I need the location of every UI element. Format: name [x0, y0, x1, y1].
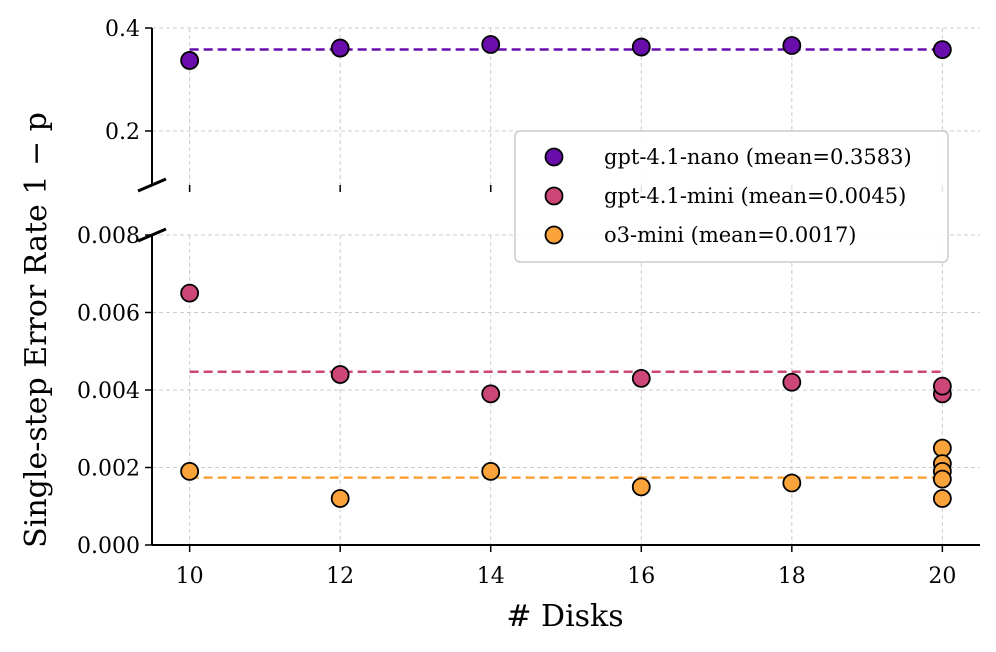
y-axis-label: Single-step Error Rate 1 − p	[19, 112, 54, 548]
data-point	[631, 368, 651, 388]
legend-box	[514, 130, 949, 263]
x-axis-label: # Disks	[506, 599, 623, 634]
data-point	[330, 365, 350, 384]
y-tick-label-upper: 0.2	[105, 120, 140, 145]
legend-label: o3-mini (mean=0.0017)	[604, 223, 857, 247]
data-point	[932, 469, 952, 489]
data-point	[782, 372, 802, 392]
x-tick-label: 12	[326, 564, 354, 589]
y-tick-label-lower: 0.008	[77, 224, 140, 249]
x-tick-label: 16	[627, 564, 655, 589]
data-point	[180, 283, 200, 303]
data-point	[782, 36, 802, 55]
x-tick-label: 10	[176, 564, 204, 589]
data-point	[932, 40, 952, 60]
mean-lines-layer	[189, 48, 943, 479]
data-point	[330, 38, 350, 58]
data-point	[481, 35, 501, 54]
legend-marker	[544, 186, 564, 206]
y-tick-label-lower: 0.002	[77, 457, 140, 482]
legend-marker	[544, 147, 564, 167]
data-point	[481, 461, 501, 481]
points-layer	[180, 35, 952, 508]
data-point	[631, 477, 651, 497]
legend-label: gpt-4.1-nano (mean=0.3583)	[604, 145, 912, 169]
y-tick-label-lower: 0.000	[77, 534, 140, 559]
data-point	[782, 473, 802, 493]
y-tick-label-lower: 0.004	[77, 379, 140, 404]
axis-break-mark-upper	[137, 177, 167, 193]
data-point	[932, 438, 952, 458]
legend: gpt-4.1-nano (mean=0.3583) gpt-4.1-mini (…	[514, 130, 949, 263]
grid-layer	[152, 27, 980, 546]
data-point	[180, 51, 200, 70]
data-point	[330, 489, 350, 508]
legend-marker	[544, 225, 564, 245]
axes-layer: 0.2 0.4 0.000 0.002 0.004 0.006 0.008 10 12 14 16 1…	[77, 17, 980, 589]
data-point	[180, 461, 200, 481]
data-point	[932, 376, 952, 396]
x-tick-label: 20	[928, 564, 956, 589]
y-tick-label-upper: 0.4	[105, 17, 140, 42]
x-tick-label: 14	[477, 564, 505, 589]
data-point	[481, 384, 501, 404]
x-tick-label: 18	[778, 564, 806, 589]
y-tick-label-lower: 0.006	[77, 302, 140, 327]
data-point	[631, 37, 651, 57]
data-point	[932, 489, 952, 508]
legend-label: gpt-4.1-mini (mean=0.0045)	[604, 184, 906, 208]
